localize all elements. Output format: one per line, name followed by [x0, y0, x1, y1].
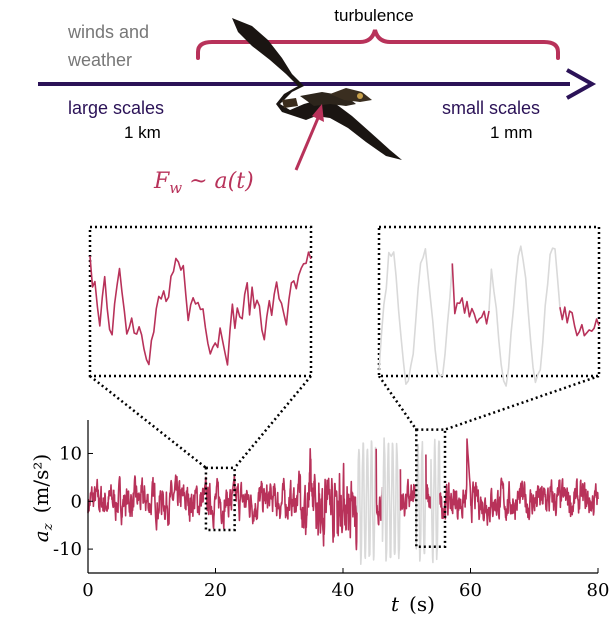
zoom-connector-line [444, 374, 600, 431]
zoom-window [204, 466, 236, 532]
signal-segment [451, 263, 490, 325]
y-axis-unit: (m/s²) [29, 454, 53, 514]
small-scales-value: 1 mm [490, 123, 533, 142]
x-tick-label: 20 [204, 580, 227, 601]
scale-arrow-head [566, 68, 597, 100]
zoom-connector-line [233, 375, 312, 469]
large-scales-label: large scales [68, 98, 164, 118]
signal-segment [439, 438, 599, 526]
force-symbol: F [153, 169, 170, 194]
winds-label-line2: weather [67, 50, 132, 70]
signal-muted-segment [415, 440, 427, 562]
signal-segment [425, 454, 432, 509]
x-tick-label: 0 [82, 580, 93, 601]
signal-muted-segment [429, 438, 441, 564]
x-axis-var: t [391, 592, 400, 616]
force-pointer-arrow [294, 117, 320, 171]
winds-label-line1: winds and [67, 22, 149, 42]
signal-muted-segment [488, 245, 561, 387]
x-axis-label: t (s) [391, 592, 435, 616]
small-scales-label: small scales [442, 98, 540, 118]
zoom-connectors [89, 374, 600, 469]
eagle-silhouette-icon [232, 18, 402, 160]
y-tick-label: 0 [71, 491, 82, 512]
turbulence-label: turbulence [334, 6, 413, 25]
zoom-connector-line [89, 375, 207, 469]
force-relation: ~ a(t) [182, 169, 254, 194]
zoom-window [415, 428, 447, 548]
force-subscript: w [169, 179, 182, 197]
force-formula: Fw ~ a(t) [153, 169, 254, 197]
zoom-connector-line [377, 375, 418, 431]
y-tick-label: 10 [59, 443, 82, 464]
y-axis-label: az (m/s²) [29, 454, 56, 542]
signal-muted-segment [381, 437, 402, 562]
large-scales-value: 1 km [124, 123, 161, 142]
x-tick-label: 40 [332, 580, 355, 601]
scale-diagram: turbulence winds and weather large scale… [38, 6, 597, 197]
signal-segment [399, 469, 417, 517]
signal-segment [375, 448, 383, 526]
signal-muted-segment [378, 248, 454, 386]
y-axis-sub: z [41, 523, 56, 531]
zoom-inset-right [377, 225, 601, 387]
signal-muted-segment [356, 440, 377, 566]
turbulence-brace [196, 29, 560, 60]
zoom-inset-frame [88, 225, 313, 378]
y-tick-label: -10 [53, 539, 82, 560]
zoom-inset-left [88, 225, 313, 378]
x-axis-unit: (s) [409, 592, 435, 616]
signal-segment [559, 306, 600, 337]
signal-segment [89, 251, 312, 366]
x-tick-label: 60 [459, 580, 482, 601]
main-plot [87, 428, 599, 566]
y-axis-var: a [29, 530, 53, 542]
signal-segment [87, 447, 359, 551]
x-tick-label: 80 [587, 580, 610, 601]
force-pointer-head [312, 104, 324, 122]
